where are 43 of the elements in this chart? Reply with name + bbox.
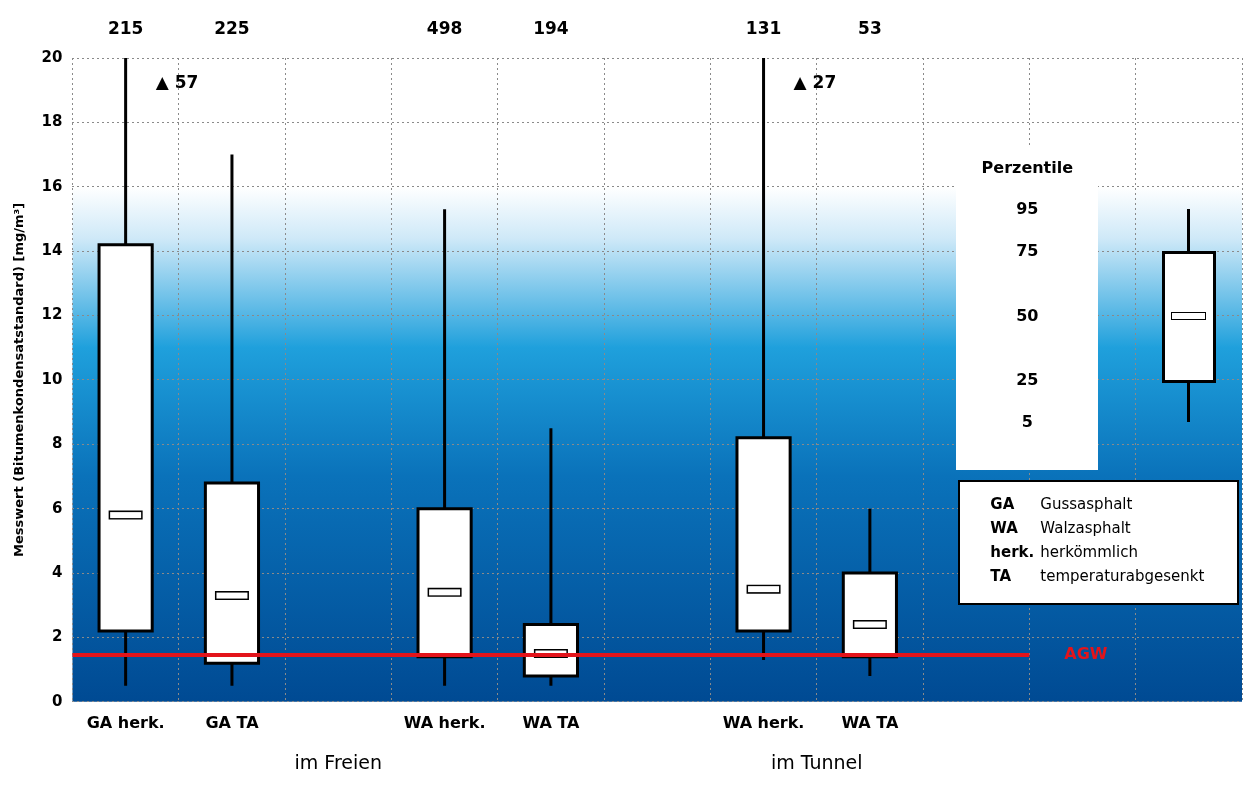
annotation: 50 <box>1015 305 1040 325</box>
text: 498 <box>426 18 463 39</box>
annotation: TA <box>990 565 1013 587</box>
x-tick-label: WA herk. <box>722 712 805 732</box>
y-tick-label: 14 <box>41 241 63 260</box>
annotation: Walzasphalt <box>1040 517 1131 539</box>
annotation: WA <box>990 517 1019 539</box>
text: im Tunnel <box>770 750 863 773</box>
annotation: GA <box>990 493 1016 515</box>
annotation: Perzentile <box>980 158 1075 178</box>
y-tick-label: 20 <box>41 47 63 66</box>
y-tick-label: 10 <box>41 369 63 388</box>
annotation: herk. <box>990 541 1036 563</box>
text: 131 <box>745 18 782 39</box>
x-tick-label: GA TA <box>205 712 260 732</box>
annotation: temperaturabgesenkt <box>1040 565 1205 587</box>
x-tick-label: WA TA <box>522 712 580 732</box>
annotation: 95 <box>1015 199 1040 219</box>
y-tick-label: 12 <box>41 305 63 324</box>
x-tick-label: WA herk. <box>403 712 486 732</box>
annotation: herkömmlich <box>1040 541 1138 563</box>
x-tick-label: WA TA <box>841 712 899 732</box>
text: 225 <box>214 18 250 39</box>
annotation: Gussasphalt <box>1040 493 1133 515</box>
text: 215 <box>107 18 144 39</box>
annotation: 25 <box>1015 369 1040 389</box>
text: 194 <box>533 18 569 39</box>
annotation: 5 <box>1020 411 1034 431</box>
y-axis-title: Messwert (Bitumenkondensatstandard) [mg/m³] <box>11 202 27 557</box>
annotation: 75 <box>1015 241 1040 261</box>
x-tick-label: GA herk. <box>86 712 165 732</box>
y-tick-label: 6 <box>52 498 63 517</box>
y-tick-label: 8 <box>52 434 63 453</box>
y-tick-label: 18 <box>41 112 63 131</box>
text: 53 <box>858 18 882 39</box>
y-tick-label: 2 <box>52 627 63 646</box>
y-tick-label: 0 <box>52 691 63 710</box>
text: im Freien <box>294 750 383 773</box>
y-tick-label: 4 <box>52 562 63 581</box>
annotation: ▲ 27 <box>793 72 837 93</box>
ref-line-label: AGW <box>1064 644 1108 664</box>
y-tick-label: 16 <box>41 176 63 195</box>
annotation: ▲ 57 <box>155 72 199 93</box>
